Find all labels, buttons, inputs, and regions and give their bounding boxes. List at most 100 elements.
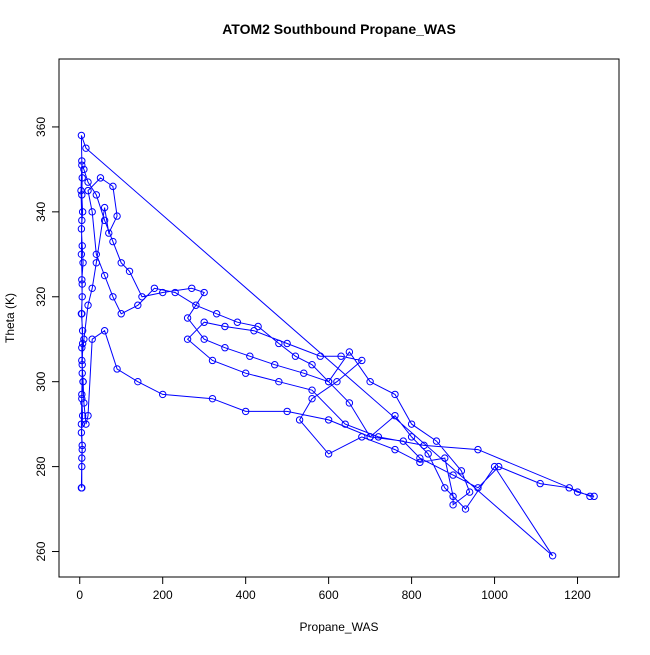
data-point bbox=[308, 361, 316, 369]
data-point bbox=[449, 471, 457, 479]
data-point bbox=[159, 288, 167, 297]
data-point bbox=[221, 344, 229, 352]
data-point bbox=[96, 174, 105, 182]
data-point bbox=[92, 250, 101, 259]
data-point bbox=[77, 428, 86, 437]
data-point bbox=[125, 267, 134, 275]
data-point bbox=[275, 339, 283, 348]
data-point bbox=[316, 352, 325, 360]
data-point bbox=[80, 399, 88, 407]
data-point bbox=[221, 322, 229, 331]
data-point bbox=[420, 441, 428, 450]
data-point bbox=[77, 420, 86, 428]
data-point bbox=[324, 377, 333, 386]
plot-box bbox=[58, 58, 620, 578]
data-point bbox=[100, 327, 109, 335]
data-point bbox=[78, 369, 86, 377]
x-tick-label: 0 bbox=[76, 588, 83, 602]
data-point bbox=[113, 365, 121, 373]
data-point bbox=[88, 208, 96, 216]
data-point bbox=[134, 377, 142, 386]
data-point bbox=[250, 327, 258, 335]
data-point bbox=[465, 488, 474, 496]
data-point bbox=[88, 284, 96, 292]
data-point bbox=[78, 310, 86, 318]
data-point bbox=[78, 344, 86, 352]
data-point bbox=[457, 467, 466, 475]
data-point bbox=[424, 450, 432, 458]
data-point bbox=[246, 352, 254, 360]
data-point bbox=[92, 259, 101, 267]
data-point bbox=[391, 390, 399, 399]
data-point bbox=[432, 437, 441, 445]
x-tick-label: 400 bbox=[236, 588, 256, 602]
y-tick-label: 320 bbox=[34, 286, 48, 306]
data-point bbox=[212, 310, 221, 318]
data-point bbox=[78, 216, 86, 225]
data-point bbox=[337, 352, 345, 360]
data-point bbox=[366, 433, 374, 441]
data-point bbox=[449, 501, 457, 509]
data-point bbox=[407, 433, 416, 441]
data-point bbox=[77, 186, 85, 195]
data-point bbox=[113, 212, 121, 220]
y-tick-label: 360 bbox=[34, 117, 48, 137]
data-point bbox=[77, 250, 86, 259]
y-axis-label: Theta (K) bbox=[3, 293, 17, 343]
data-point bbox=[100, 216, 109, 225]
data-point bbox=[416, 458, 424, 467]
data-point bbox=[183, 314, 192, 322]
data-point bbox=[441, 454, 449, 462]
data-point bbox=[192, 301, 200, 309]
data-point bbox=[358, 433, 366, 441]
data-point bbox=[78, 280, 86, 288]
data-point bbox=[495, 462, 503, 471]
data-point bbox=[441, 484, 449, 492]
data-point bbox=[565, 484, 573, 492]
data-point bbox=[109, 293, 117, 301]
data-point bbox=[586, 492, 594, 501]
data-line bbox=[80, 135, 595, 557]
data-point bbox=[391, 411, 399, 420]
data-point bbox=[283, 407, 291, 416]
data-point bbox=[88, 335, 96, 343]
x-tick-label: 1200 bbox=[564, 588, 591, 602]
data-point bbox=[79, 377, 87, 386]
data-point bbox=[78, 327, 87, 335]
x-tick-label: 600 bbox=[319, 588, 339, 602]
data-point bbox=[548, 552, 557, 560]
data-point bbox=[80, 335, 88, 343]
data-point bbox=[183, 335, 192, 343]
data-point bbox=[78, 394, 86, 403]
data-point bbox=[200, 288, 208, 297]
data-point bbox=[341, 420, 349, 428]
data-point bbox=[78, 174, 86, 182]
data-point bbox=[159, 390, 167, 399]
y-tick-label: 300 bbox=[34, 371, 48, 391]
data-point bbox=[100, 203, 109, 212]
data-point bbox=[241, 369, 250, 377]
data-point bbox=[92, 191, 101, 199]
data-point bbox=[78, 445, 86, 454]
data-point bbox=[366, 377, 374, 386]
data-point bbox=[324, 416, 333, 424]
data-point bbox=[150, 284, 159, 292]
data-point bbox=[78, 454, 86, 462]
data-point bbox=[461, 505, 470, 513]
data-point bbox=[134, 301, 142, 309]
data-point bbox=[78, 390, 86, 399]
data-point bbox=[208, 356, 217, 365]
data-point bbox=[82, 420, 90, 428]
y-tick-label: 280 bbox=[34, 456, 48, 476]
data-point bbox=[78, 191, 86, 199]
data-point bbox=[374, 433, 383, 441]
x-axis-label: Propane_WAS bbox=[300, 620, 379, 634]
data-point bbox=[333, 377, 341, 386]
data-point bbox=[241, 407, 250, 416]
data-point bbox=[536, 479, 544, 488]
x-tick-label: 1000 bbox=[481, 588, 508, 602]
data-point bbox=[399, 437, 407, 445]
data-point bbox=[78, 356, 86, 365]
data-point bbox=[233, 318, 242, 326]
data-point bbox=[345, 399, 354, 407]
